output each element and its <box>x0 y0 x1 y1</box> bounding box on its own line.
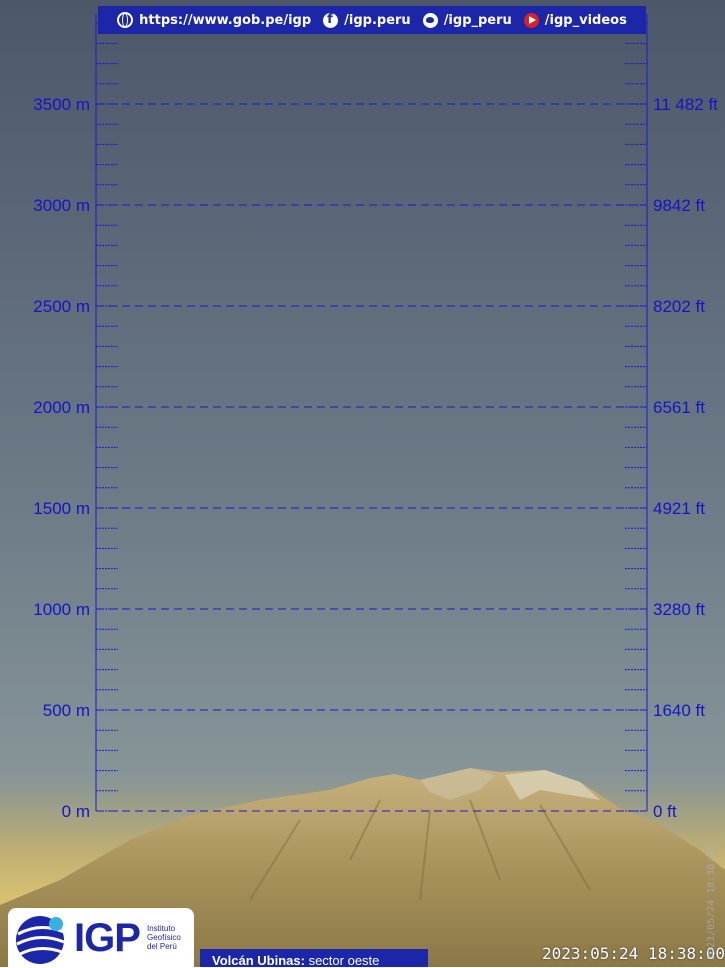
volcano-name: Volcán Ubinas: <box>212 953 305 967</box>
volcano-caption: Volcán Ubinas: sector oeste <box>200 949 428 967</box>
meter-label: 500 m <box>43 701 90 720</box>
meter-label: 0 m <box>62 802 90 821</box>
feet-label: 3280 ft <box>653 600 705 619</box>
meter-label: 3000 m <box>33 196 90 215</box>
feet-label: 6561 ft <box>653 398 705 417</box>
twitter-handle[interactable]: /igp_peru <box>443 12 512 28</box>
feet-label: 11 482 ft <box>653 95 718 114</box>
meter-label: 3500 m <box>33 95 90 114</box>
igp-fullname: Instituto Geofísico del Perú <box>147 924 181 951</box>
youtube-icon <box>523 12 539 28</box>
contact-banner: https://www.gob.pe/igp /igp.peru /igp_pe… <box>98 6 646 34</box>
meter-label: 2500 m <box>33 297 90 316</box>
igp-logo: IGP Instituto Geofísico del Perú <box>8 908 194 968</box>
meter-label: 1000 m <box>33 600 90 619</box>
feet-label: 4921 ft <box>653 499 705 518</box>
feet-label: 1640 ft <box>653 701 705 720</box>
meter-label: 2000 m <box>33 398 90 417</box>
feet-label: 9842 ft <box>653 196 705 215</box>
igp-acronym: IGP <box>74 916 141 960</box>
globe-icon <box>117 12 134 28</box>
meter-label: 1500 m <box>33 499 90 518</box>
feet-label: 0 ft <box>653 802 677 821</box>
youtube-handle[interactable]: /igp_videos <box>544 12 627 28</box>
igp-globe-icon <box>16 916 65 964</box>
feet-label: 8202 ft <box>653 297 705 316</box>
sector-name: sector oeste <box>308 953 380 967</box>
twitter-icon <box>422 12 438 28</box>
facebook-handle[interactable]: /igp.peru <box>344 12 411 28</box>
facebook-icon <box>323 12 339 28</box>
side-timestamp: 2023/05/24 18:38:00 <box>706 845 717 960</box>
capture-timestamp: 2023:05:24 18:38:00 <box>541 944 725 963</box>
website-link[interactable]: https://www.gob.pe/igp <box>139 12 312 28</box>
